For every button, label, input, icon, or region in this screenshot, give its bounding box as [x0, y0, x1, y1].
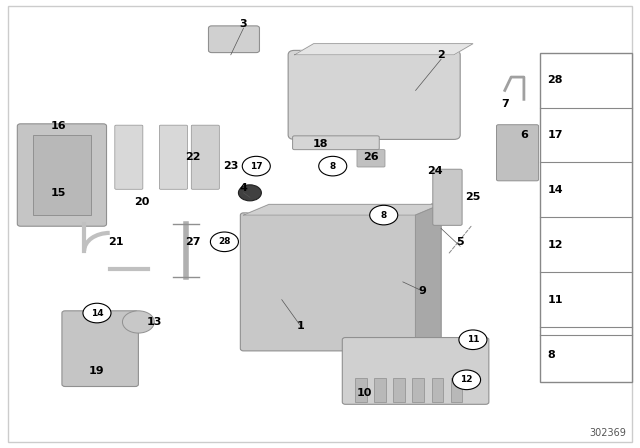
Text: 2: 2 — [437, 50, 445, 60]
FancyBboxPatch shape — [241, 213, 419, 351]
Text: 8: 8 — [330, 162, 336, 171]
Text: 19: 19 — [89, 366, 105, 376]
FancyBboxPatch shape — [357, 150, 385, 167]
Text: 9: 9 — [418, 286, 426, 296]
FancyBboxPatch shape — [159, 125, 188, 189]
Text: 27: 27 — [185, 237, 200, 247]
Text: 13: 13 — [147, 317, 162, 327]
Text: 11: 11 — [547, 295, 563, 305]
Text: 12: 12 — [460, 375, 473, 384]
Polygon shape — [244, 204, 441, 215]
Bar — [431, 378, 443, 402]
Text: 28: 28 — [547, 75, 563, 85]
Text: 4: 4 — [239, 183, 248, 194]
Text: 15: 15 — [51, 188, 67, 198]
Bar — [412, 378, 424, 402]
Bar — [394, 378, 404, 402]
Text: 20: 20 — [134, 197, 149, 207]
Text: 23: 23 — [223, 161, 239, 171]
FancyBboxPatch shape — [191, 125, 220, 189]
Circle shape — [243, 156, 270, 176]
Text: 302369: 302369 — [589, 428, 626, 438]
Text: 5: 5 — [456, 237, 464, 247]
Text: 14: 14 — [547, 185, 563, 195]
FancyBboxPatch shape — [497, 125, 539, 181]
Text: 7: 7 — [501, 99, 509, 109]
Text: 8: 8 — [381, 211, 387, 220]
Circle shape — [211, 232, 239, 252]
Text: 28: 28 — [218, 237, 230, 246]
FancyBboxPatch shape — [433, 169, 462, 225]
Text: 1: 1 — [297, 321, 305, 332]
Text: 26: 26 — [363, 152, 379, 162]
Text: 17: 17 — [250, 162, 262, 171]
Bar — [33, 135, 91, 215]
FancyBboxPatch shape — [209, 26, 259, 52]
FancyBboxPatch shape — [292, 136, 380, 150]
FancyBboxPatch shape — [115, 125, 143, 189]
Circle shape — [459, 330, 487, 349]
Text: 11: 11 — [467, 335, 479, 344]
Text: 21: 21 — [108, 237, 124, 247]
Text: 25: 25 — [465, 192, 481, 202]
Bar — [374, 378, 386, 402]
Text: 3: 3 — [240, 19, 247, 29]
Circle shape — [452, 370, 481, 390]
Text: 17: 17 — [547, 130, 563, 140]
FancyBboxPatch shape — [17, 124, 106, 226]
Bar — [540, 52, 632, 382]
Polygon shape — [294, 44, 473, 55]
Text: 22: 22 — [185, 152, 200, 162]
Circle shape — [319, 156, 347, 176]
Text: 14: 14 — [91, 309, 103, 318]
Circle shape — [239, 185, 261, 201]
Text: 8: 8 — [547, 349, 556, 360]
FancyBboxPatch shape — [62, 311, 138, 387]
Text: 6: 6 — [520, 130, 528, 140]
Bar — [451, 378, 462, 402]
FancyBboxPatch shape — [288, 50, 460, 139]
Circle shape — [83, 303, 111, 323]
Text: 24: 24 — [427, 166, 442, 176]
Text: 18: 18 — [312, 139, 328, 149]
Bar — [355, 378, 367, 402]
Text: 10: 10 — [357, 388, 372, 398]
Text: 12: 12 — [547, 240, 563, 250]
Circle shape — [122, 311, 154, 333]
Circle shape — [370, 205, 397, 225]
Polygon shape — [415, 204, 441, 349]
FancyBboxPatch shape — [342, 337, 489, 404]
Text: 16: 16 — [51, 121, 67, 131]
